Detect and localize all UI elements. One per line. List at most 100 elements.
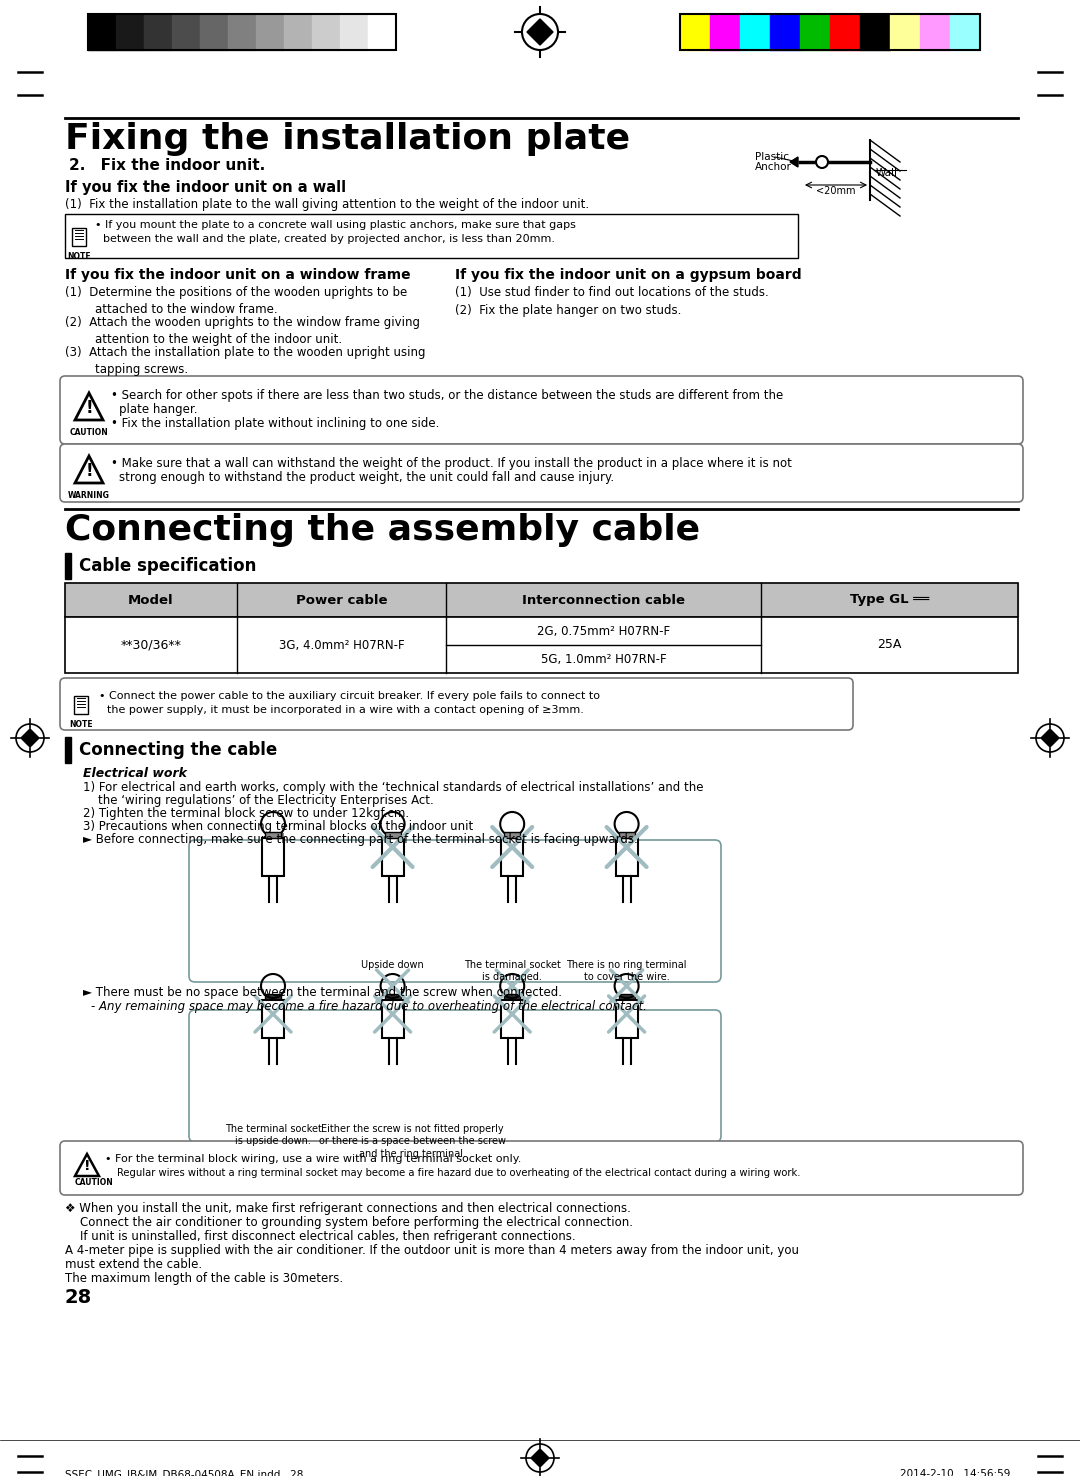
Bar bbox=[65, 554, 71, 579]
Text: (3)  Attach the installation plate to the wooden upright using
        tapping s: (3) Attach the installation plate to the… bbox=[65, 345, 426, 376]
Text: • Fix the installation plate without inclining to one side.: • Fix the installation plate without inc… bbox=[111, 418, 440, 430]
Bar bbox=[172, 13, 200, 50]
Bar bbox=[265, 993, 281, 1001]
Text: Connecting the cable: Connecting the cable bbox=[79, 741, 278, 759]
Bar bbox=[740, 13, 770, 50]
Text: The terminal socket
is damaged.: The terminal socket is damaged. bbox=[463, 959, 561, 983]
Bar bbox=[616, 1001, 637, 1038]
Text: If unit is uninstalled, first disconnect electrical cables, then refrigerant con: If unit is uninstalled, first disconnect… bbox=[65, 1230, 576, 1243]
Polygon shape bbox=[21, 729, 39, 747]
Text: Interconnection cable: Interconnection cable bbox=[522, 593, 685, 607]
Bar bbox=[87, 13, 116, 50]
Text: A 4-meter pipe is supplied with the air conditioner. If the outdoor unit is more: A 4-meter pipe is supplied with the air … bbox=[65, 1244, 799, 1258]
Text: Fixing the installation plate: Fixing the installation plate bbox=[65, 123, 630, 156]
Text: • Search for other spots if there are less than two studs, or the distance betwe: • Search for other spots if there are le… bbox=[111, 390, 783, 401]
Bar bbox=[680, 13, 710, 50]
Text: 5G, 1.0mm² H07RN-F: 5G, 1.0mm² H07RN-F bbox=[541, 652, 666, 666]
Text: Model: Model bbox=[127, 593, 174, 607]
Bar bbox=[65, 617, 1018, 673]
Bar bbox=[65, 583, 1018, 617]
Text: The terminal socket
is upside down.: The terminal socket is upside down. bbox=[225, 1125, 322, 1147]
Polygon shape bbox=[75, 393, 103, 421]
Text: 2. Fix the indoor unit.: 2. Fix the indoor unit. bbox=[69, 158, 266, 173]
Text: • Connect the power cable to the auxiliary circuit breaker. If every pole fails : • Connect the power cable to the auxilia… bbox=[99, 691, 600, 701]
Text: 3) Precautions when connecting terminal blocks of the indoor unit: 3) Precautions when connecting terminal … bbox=[83, 821, 473, 832]
Bar bbox=[381, 838, 404, 875]
Bar bbox=[75, 697, 87, 714]
Polygon shape bbox=[1041, 729, 1059, 747]
Bar bbox=[368, 13, 396, 50]
Text: Connecting the assembly cable: Connecting the assembly cable bbox=[65, 514, 700, 548]
Bar bbox=[710, 13, 740, 50]
Bar bbox=[144, 13, 172, 50]
Text: (1)  Determine the positions of the wooden uprights to be
        attached to th: (1) Determine the positions of the woode… bbox=[65, 286, 407, 316]
Bar bbox=[284, 13, 312, 50]
FancyBboxPatch shape bbox=[60, 1141, 1023, 1196]
Text: NOTE: NOTE bbox=[67, 252, 91, 261]
Text: WARNING: WARNING bbox=[68, 492, 110, 500]
Text: SSEC_UMG_IB&IM_DB68-04508A_EN.indd   28: SSEC_UMG_IB&IM_DB68-04508A_EN.indd 28 bbox=[65, 1469, 303, 1476]
Bar bbox=[800, 13, 831, 50]
Text: Upside down: Upside down bbox=[361, 959, 424, 970]
Bar bbox=[501, 1001, 523, 1038]
Bar bbox=[770, 13, 800, 50]
Bar bbox=[831, 13, 860, 50]
Text: ❖ When you install the unit, make first refrigerant connections and then electri: ❖ When you install the unit, make first … bbox=[65, 1201, 631, 1215]
Text: • For the terminal block wiring, use a wire with a ring terminal socket only.: • For the terminal block wiring, use a w… bbox=[105, 1154, 522, 1165]
Bar bbox=[65, 214, 798, 258]
Text: Plastic: Plastic bbox=[755, 152, 789, 162]
Bar bbox=[65, 617, 1018, 673]
Text: CAUTION: CAUTION bbox=[75, 1178, 113, 1187]
Bar bbox=[65, 583, 1018, 617]
Text: The maximum length of the cable is 30meters.: The maximum length of the cable is 30met… bbox=[65, 1272, 343, 1286]
Text: Electrical work: Electrical work bbox=[83, 768, 187, 779]
Bar bbox=[504, 832, 521, 838]
Text: Cable specification: Cable specification bbox=[79, 556, 256, 576]
Text: NOTE: NOTE bbox=[69, 720, 93, 729]
Bar bbox=[384, 993, 401, 1001]
Text: - Any remaining space may become a fire hazard due to overheating of the electri: - Any remaining space may become a fire … bbox=[91, 1001, 647, 1013]
Text: (2)  Attach the wooden uprights to the window frame giving
        attention to : (2) Attach the wooden uprights to the wi… bbox=[65, 316, 420, 345]
Bar bbox=[619, 832, 635, 838]
Text: strong enough to withstand the product weight, the unit could fall and cause inj: strong enough to withstand the product w… bbox=[119, 471, 615, 484]
Text: If you fix the indoor unit on a wall: If you fix the indoor unit on a wall bbox=[65, 180, 346, 195]
Text: Wall: Wall bbox=[876, 168, 897, 179]
Text: (1)  Use stud finder to find out locations of the studs.: (1) Use stud finder to find out location… bbox=[455, 286, 769, 300]
Bar bbox=[619, 993, 635, 1001]
Text: 1) For electrical and earth works, comply with the ‘technical standards of elect: 1) For electrical and earth works, compl… bbox=[83, 781, 703, 794]
Bar bbox=[265, 832, 281, 838]
Text: ► Before connecting, make sure the connecting part of the terminal socket is fac: ► Before connecting, make sure the conne… bbox=[83, 832, 638, 846]
Text: There is no ring terminal
to cover the wire.: There is no ring terminal to cover the w… bbox=[566, 959, 687, 983]
Bar bbox=[72, 227, 86, 246]
Text: 3G, 4.0mm² H07RN-F: 3G, 4.0mm² H07RN-F bbox=[279, 639, 404, 651]
Text: **30/36**: **30/36** bbox=[120, 639, 181, 651]
Bar bbox=[228, 13, 256, 50]
Bar bbox=[860, 13, 890, 50]
Text: • Make sure that a wall can withstand the weight of the product. If you install : • Make sure that a wall can withstand th… bbox=[111, 458, 792, 469]
Bar bbox=[504, 993, 521, 1001]
Text: must extend the cable.: must extend the cable. bbox=[65, 1258, 202, 1271]
Text: 2014-2-10   14:56:59: 2014-2-10 14:56:59 bbox=[900, 1469, 1010, 1476]
Bar bbox=[381, 1001, 404, 1038]
Text: Anchor: Anchor bbox=[755, 162, 792, 173]
Text: !: ! bbox=[85, 399, 93, 418]
Bar bbox=[262, 838, 284, 875]
Bar bbox=[384, 832, 401, 838]
Text: the power supply, it must be incorporated in a wire with a contact opening of ≥3: the power supply, it must be incorporate… bbox=[107, 706, 584, 714]
Text: 25A: 25A bbox=[877, 639, 902, 651]
Bar bbox=[312, 13, 340, 50]
Bar bbox=[616, 838, 637, 875]
FancyBboxPatch shape bbox=[60, 444, 1023, 502]
Text: Connect the air conditioner to grounding system before performing the electrical: Connect the air conditioner to grounding… bbox=[65, 1216, 633, 1230]
Text: (2)  Fix the plate hanger on two studs.: (2) Fix the plate hanger on two studs. bbox=[455, 304, 681, 317]
Bar bbox=[65, 737, 71, 763]
Bar bbox=[116, 13, 144, 50]
Text: 28: 28 bbox=[65, 1289, 92, 1308]
Bar bbox=[262, 1001, 284, 1038]
FancyBboxPatch shape bbox=[189, 1010, 721, 1142]
Text: !: ! bbox=[85, 462, 93, 480]
Bar bbox=[501, 838, 523, 875]
Bar bbox=[256, 13, 284, 50]
Bar bbox=[200, 13, 228, 50]
Circle shape bbox=[816, 156, 828, 168]
